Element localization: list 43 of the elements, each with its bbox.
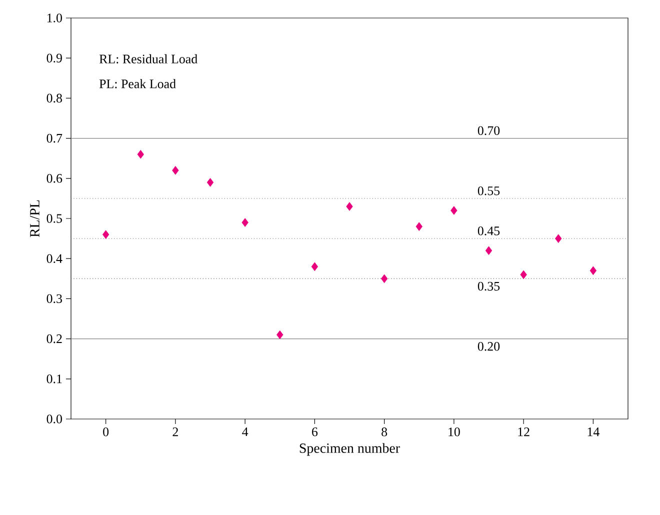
y-tick-label: 0.1	[46, 374, 62, 384]
y-tick-label: 0.6	[46, 174, 62, 183]
point	[137, 150, 144, 159]
point	[242, 218, 248, 227]
point	[380, 274, 388, 284]
x-axis-title: Specimen number	[300, 443, 400, 456]
y-tick-label: 0.3	[46, 294, 62, 304]
point	[206, 178, 214, 187]
point	[311, 262, 318, 272]
point	[520, 270, 527, 280]
ref-line-label: 0.35	[478, 282, 500, 291]
x-tick-label: 2	[172, 428, 178, 436]
point	[276, 330, 284, 340]
point	[555, 234, 562, 243]
y-tick-label: 0.0	[46, 414, 62, 424]
ref-line-label: 0.20	[478, 342, 500, 351]
y-tick-label: 0.2	[46, 334, 62, 344]
point	[485, 246, 492, 255]
point	[102, 230, 110, 239]
point	[346, 202, 353, 211]
x-tick-label: 10	[448, 428, 460, 436]
annotation: RL: Residual Load	[99, 54, 198, 64]
point	[172, 166, 179, 175]
x-tick-label: 14	[588, 428, 600, 436]
ref-line-label: 0.55	[478, 186, 500, 196]
x-tick-label: 6	[312, 428, 318, 436]
y-tick-label: 0.9	[46, 54, 62, 62]
y-tick-label: 0.8	[46, 94, 62, 103]
y-axis-title: RL/PL	[30, 200, 40, 238]
x-tick-label: 12	[518, 428, 530, 436]
y-tick-label: 0.7	[46, 134, 62, 143]
annotation: PL: Peak Load	[99, 79, 176, 88]
x-tick-label: 4	[242, 428, 248, 436]
x-tick-label: 8	[382, 428, 388, 436]
ref-line-label: 0.70	[478, 126, 500, 136]
y-tick-label: 0.4	[46, 254, 62, 263]
point	[416, 222, 422, 231]
y-tick-label: 0.5	[46, 214, 62, 223]
point	[450, 206, 458, 215]
ref-line-label: 0.45	[478, 226, 500, 236]
x-tick-label: 0	[103, 428, 109, 436]
point	[590, 266, 597, 276]
y-tick-label: 1.0	[47, 14, 62, 22]
